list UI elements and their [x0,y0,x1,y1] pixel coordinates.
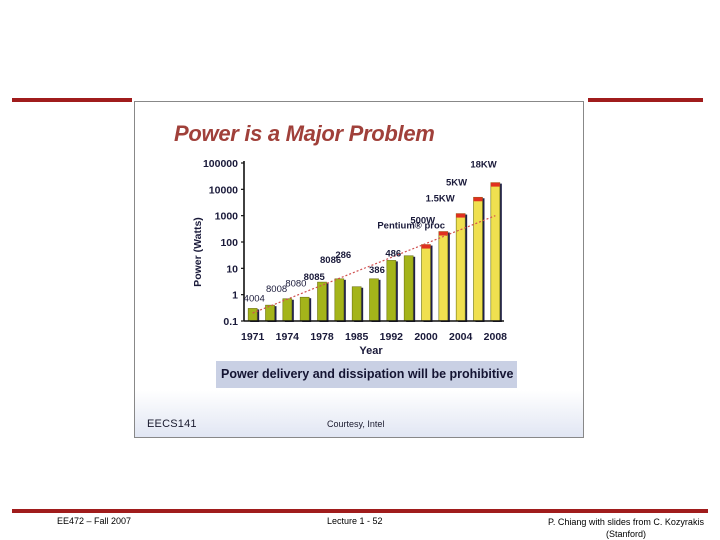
bar [438,231,449,322]
footer-credit: P. Chiang with slides from C. Kozyrakis … [548,517,704,539]
bar [299,296,310,322]
y-tick-label: 1 [232,290,238,302]
bar [421,244,431,322]
bar-annotation: 8080 [285,279,306,290]
bar-annotation: 1.5KW [426,194,455,205]
bar-annotation: 8086 [320,255,341,266]
bar [369,278,379,322]
bar-annotation: 8085 [304,272,326,283]
slide-course-label: EECS141 [147,418,197,430]
bar-annotation: 386 [369,265,385,276]
bar-annotation: 5KW [446,177,467,188]
bar [473,196,483,322]
footer-course: EE472 – Fall 2007 [57,516,132,526]
bar [265,304,275,322]
bar [490,182,501,322]
bar [386,260,397,322]
bar [334,278,345,322]
bar-annotation: 8008 [266,284,287,295]
prohibitive-note: Power delivery and dissipation will be p… [216,361,517,388]
x-tick-label: 1974 [276,331,300,343]
bar-annotation: 4004 [244,293,265,304]
bar-annotation: Pentium® proc [377,220,445,231]
bar-annotation: 18KW [470,160,496,171]
bar-annotation: 486 [385,248,401,259]
y-tick-label: 100 [220,237,238,249]
y-tick-label: 100000 [203,158,238,170]
bar [282,298,293,322]
x-tick-label: 1971 [241,331,265,343]
bar-annotation: 286 [335,250,351,261]
top-rule-left [12,98,132,102]
x-axis-label: Year [359,345,383,357]
bottom-rule [12,509,708,513]
courtesy-label: Courtesy, Intel [327,419,385,429]
x-tick-label: 2008 [484,331,508,343]
y-tick-label: 10000 [209,184,238,196]
bar [351,286,362,322]
slide-title: Power is a Major Problem [174,121,435,146]
trend-line [252,215,496,314]
bar-cap [456,213,466,218]
bar [247,308,258,322]
bar [317,281,327,322]
bar [403,255,414,322]
x-tick-label: 2004 [449,331,473,343]
bar-cap [490,182,500,187]
x-tick-label: 1992 [380,331,404,343]
top-rule-right [588,98,703,102]
x-tick-label: 1985 [345,331,369,343]
y-tick-label: 10 [226,263,238,275]
bar-cap [473,197,483,202]
y-tick-label: 0.1 [223,316,238,328]
footer-lecture: Lecture 1 - 52 [327,516,383,526]
x-tick-label: 1978 [310,331,334,343]
x-tick-label: 2000 [414,331,438,343]
bar-annotation: 500W [410,216,435,227]
y-axis-label: Power (Watts) [192,217,204,287]
bar-cap [438,231,448,236]
bar-cap [421,244,431,249]
y-tick-label: 1000 [215,211,239,223]
